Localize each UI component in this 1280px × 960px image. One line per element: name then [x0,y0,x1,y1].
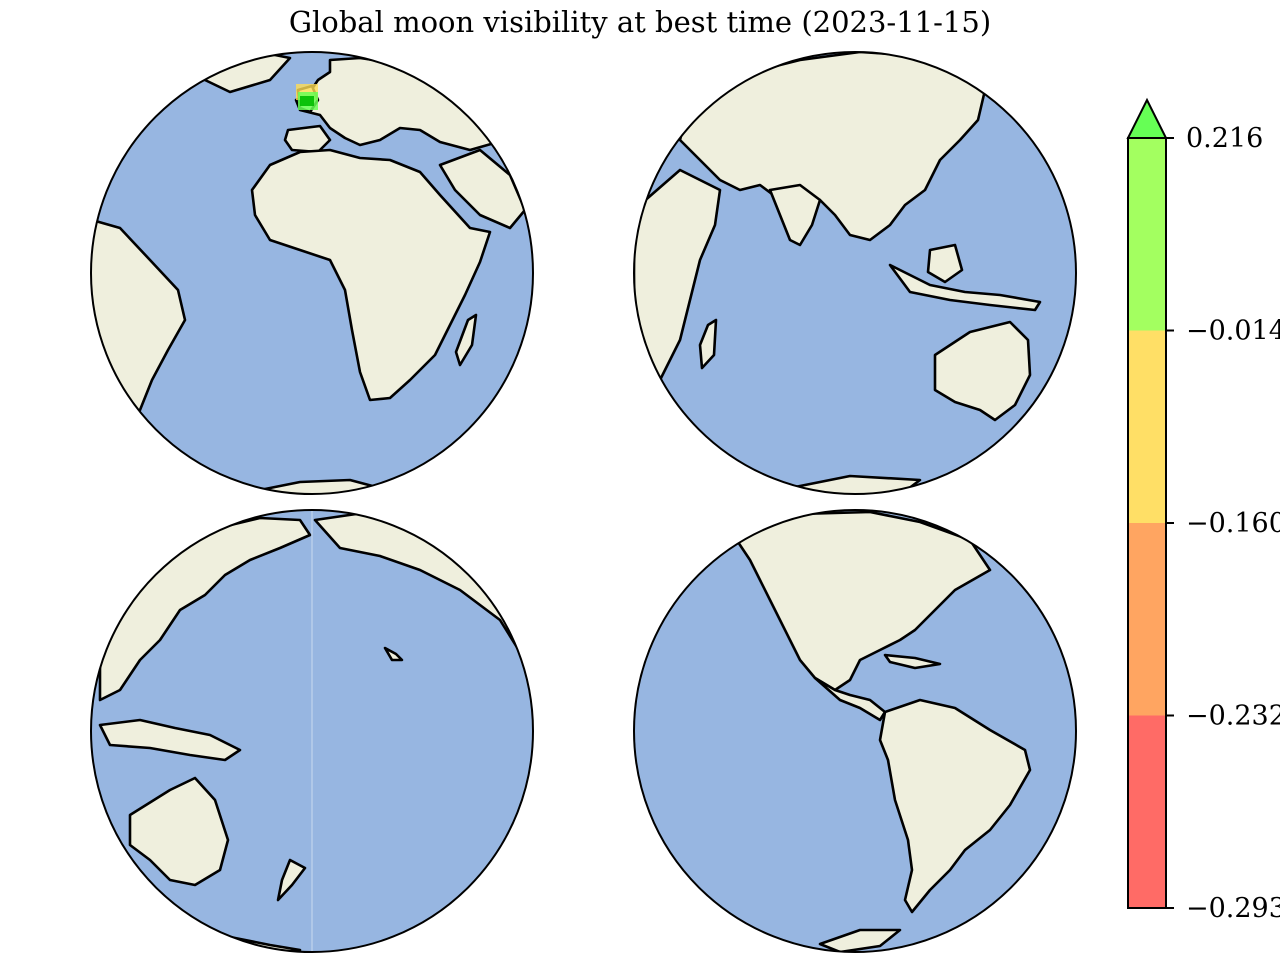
figure-title: Global moon visibility at best time (202… [289,5,991,39]
colorbar-tick-label: −0.014 [1186,316,1280,347]
colorbar-tick-label: −0.160 [1186,508,1280,539]
colorbar-extend-arrow [1128,100,1166,138]
globe-pacific [91,510,533,955]
globe-asia-indian-ocean [634,52,1076,496]
colorbar-tick-label: −0.293 [1186,893,1280,924]
globe-europe-africa [80,52,533,500]
iberia-landmass [285,126,330,152]
colorbar-bin [1128,331,1166,524]
colorbar-bins [1128,138,1166,908]
colorbar-tick-label: 0.216 [1186,123,1263,154]
colorbar-tick-label: −0.232 [1186,701,1280,732]
colorbar-ticks: 0.216 −0.014 −0.160 −0.232 −0.293 [1166,123,1280,924]
visibility-highlight [296,84,318,110]
colorbar: 0.216 −0.014 −0.160 −0.232 −0.293 [1128,100,1280,924]
colorbar-bin [1128,523,1166,716]
colorbar-bin [1128,716,1166,909]
colorbar-bin [1128,138,1166,331]
globe-americas [634,510,1076,952]
